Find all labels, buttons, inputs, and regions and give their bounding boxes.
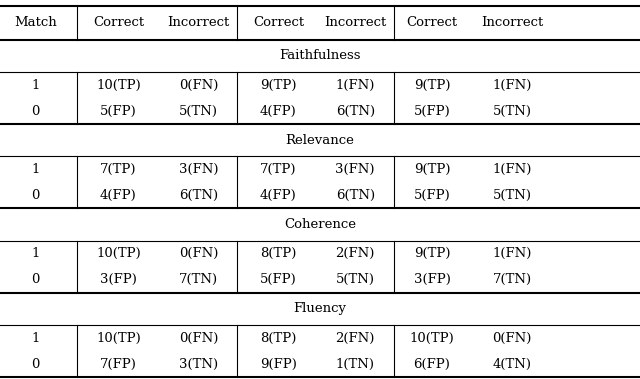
Text: 7(TP): 7(TP): [100, 163, 137, 176]
Text: 1(FN): 1(FN): [492, 163, 532, 176]
Text: Fluency: Fluency: [294, 302, 346, 315]
Text: 4(TN): 4(TN): [493, 357, 531, 371]
Text: 3(FN): 3(FN): [335, 163, 375, 176]
Text: 4(FP): 4(FP): [260, 189, 297, 202]
Text: 9(TP): 9(TP): [260, 78, 297, 92]
Text: 2(FN): 2(FN): [335, 332, 375, 345]
Text: 3(FP): 3(FP): [100, 273, 137, 286]
Text: 2(FN): 2(FN): [335, 247, 375, 260]
Text: 6(TN): 6(TN): [335, 105, 375, 117]
Text: 6(FP): 6(FP): [413, 357, 451, 371]
Text: 5(TN): 5(TN): [493, 189, 531, 202]
Text: Incorrect: Incorrect: [167, 16, 230, 29]
Text: Incorrect: Incorrect: [481, 16, 543, 29]
Text: 8(TP): 8(TP): [260, 332, 296, 345]
Text: 6(TN): 6(TN): [179, 189, 218, 202]
Text: 7(FP): 7(FP): [100, 357, 137, 371]
Text: 1: 1: [31, 332, 40, 345]
Text: 3(TN): 3(TN): [179, 357, 218, 371]
Text: 1: 1: [31, 247, 40, 260]
Text: 10(TP): 10(TP): [96, 247, 141, 260]
Text: 0(FN): 0(FN): [492, 332, 532, 345]
Text: 5(FP): 5(FP): [413, 189, 451, 202]
Text: Incorrect: Incorrect: [324, 16, 387, 29]
Text: 4(FP): 4(FP): [100, 189, 137, 202]
Text: 5(FP): 5(FP): [413, 105, 451, 117]
Text: 9(TP): 9(TP): [413, 247, 451, 260]
Text: 8(TP): 8(TP): [260, 247, 296, 260]
Text: 7(TN): 7(TN): [492, 273, 532, 286]
Text: 9(TP): 9(TP): [413, 78, 451, 92]
Text: Match: Match: [14, 16, 56, 29]
Text: 0(FN): 0(FN): [179, 78, 218, 92]
Text: 5(FP): 5(FP): [100, 105, 137, 117]
Text: 0(FN): 0(FN): [179, 332, 218, 345]
Text: 0: 0: [31, 189, 40, 202]
Text: 9(FP): 9(FP): [260, 357, 297, 371]
Text: 10(TP): 10(TP): [96, 78, 141, 92]
Text: 10(TP): 10(TP): [96, 332, 141, 345]
Text: 0: 0: [31, 273, 40, 286]
Text: Coherence: Coherence: [284, 218, 356, 231]
Text: 10(TP): 10(TP): [410, 332, 454, 345]
Text: 0: 0: [31, 357, 40, 371]
Text: 1: 1: [31, 78, 40, 92]
Text: 5(TN): 5(TN): [493, 105, 531, 117]
Text: Correct: Correct: [253, 16, 304, 29]
Text: 1(FN): 1(FN): [335, 78, 375, 92]
Text: 3(FP): 3(FP): [413, 273, 451, 286]
Text: Relevance: Relevance: [285, 134, 355, 147]
Text: 6(TN): 6(TN): [335, 189, 375, 202]
Text: Faithfulness: Faithfulness: [279, 49, 361, 63]
Text: 7(TN): 7(TN): [179, 273, 218, 286]
Text: 0(FN): 0(FN): [179, 247, 218, 260]
Text: 0: 0: [31, 105, 40, 117]
Text: 1(FN): 1(FN): [492, 78, 532, 92]
Text: 7(TP): 7(TP): [260, 163, 297, 176]
Text: 5(TN): 5(TN): [336, 273, 374, 286]
Text: 5(TN): 5(TN): [179, 105, 218, 117]
Text: 4(FP): 4(FP): [260, 105, 297, 117]
Text: 9(TP): 9(TP): [413, 163, 451, 176]
Text: 1: 1: [31, 163, 40, 176]
Text: Correct: Correct: [93, 16, 144, 29]
Text: 1(TN): 1(TN): [336, 357, 374, 371]
Text: 1(FN): 1(FN): [492, 247, 532, 260]
Text: 5(FP): 5(FP): [260, 273, 297, 286]
Text: Correct: Correct: [406, 16, 458, 29]
Text: 3(FN): 3(FN): [179, 163, 218, 176]
